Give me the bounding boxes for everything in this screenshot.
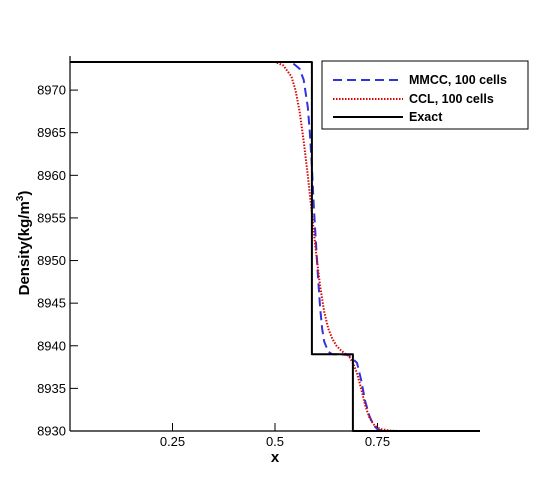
series-line-exact xyxy=(70,60,480,432)
y-axis-title-sup: 3 xyxy=(15,195,26,201)
axis-tick-labels: 0.25 0.5 0.75 8930 8935 8940 8945 8950 8955 8960 8… xyxy=(37,83,390,449)
y-axis-title-close: ) xyxy=(16,191,33,196)
series-line-ccl xyxy=(70,60,480,432)
y-tick-label: 8960 xyxy=(37,168,66,183)
legend-label-exact: Exact xyxy=(409,110,443,124)
y-tick-label: 8945 xyxy=(37,296,66,311)
y-tick-label: 8970 xyxy=(37,83,66,98)
y-tick-label: 8930 xyxy=(37,424,66,439)
y-axis-title: Density(kg/m3) xyxy=(15,191,33,296)
x-tick-label: 0.5 xyxy=(266,434,284,449)
series-layer xyxy=(70,60,480,432)
x-tick-label: 0.75 xyxy=(365,434,390,449)
y-tick-label: 8955 xyxy=(37,210,66,225)
axis-ticks xyxy=(70,89,378,432)
legend: MMCC, 100 cells CCL, 100 cells Exact xyxy=(321,60,529,130)
y-tick-label: 8935 xyxy=(37,381,66,396)
legend-label-mmcc: MMCC, 100 cells xyxy=(409,73,507,87)
y-tick-label: 8965 xyxy=(37,125,66,140)
x-tick-label: 0.25 xyxy=(160,434,185,449)
x-axis-title: x xyxy=(271,449,280,466)
legend-label-ccl: CCL, 100 cells xyxy=(409,92,494,106)
series-line-mmcc xyxy=(70,60,480,432)
y-tick-label: 8940 xyxy=(37,338,66,353)
y-axis-title-main: Density(kg/m xyxy=(16,201,33,295)
y-tick-label: 8950 xyxy=(37,253,66,268)
